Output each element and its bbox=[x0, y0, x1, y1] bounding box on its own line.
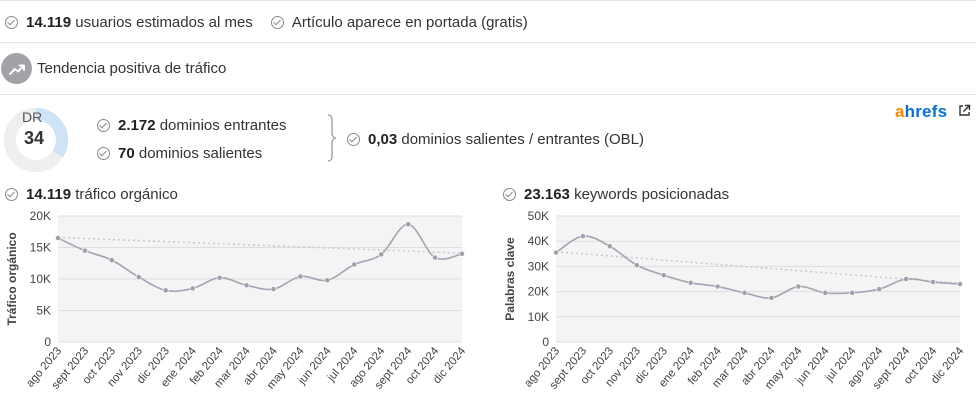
y-tick-label: 20K bbox=[30, 209, 51, 223]
outgoing-domains: 70 dominios salientes bbox=[97, 144, 357, 162]
divider bbox=[0, 42, 976, 43]
data-point bbox=[714, 283, 721, 290]
y-tick-label: 50K bbox=[528, 209, 549, 223]
dr-gauge bbox=[3, 107, 69, 173]
y-axis-label: Tráfico orgánico bbox=[5, 232, 19, 325]
ahrefs-logo[interactable]: ahrefs bbox=[895, 102, 947, 122]
data-point bbox=[324, 277, 331, 284]
data-point bbox=[580, 233, 586, 240]
data-point bbox=[378, 251, 385, 258]
obl-ratio: 0,03 dominios salientes / entrantes (OBL… bbox=[347, 130, 677, 148]
keywords-label: keywords posicionadas bbox=[574, 185, 730, 203]
data-point bbox=[270, 286, 277, 292]
check-circle-icon bbox=[97, 146, 110, 160]
dr-label: DR bbox=[22, 109, 43, 125]
data-point bbox=[687, 279, 694, 286]
traffic-label: tráfico orgánico bbox=[75, 185, 178, 203]
traffic-value: 14.119 bbox=[26, 185, 72, 203]
top-divider bbox=[0, 0, 976, 1]
series-line bbox=[57, 223, 463, 292]
ahrefs-logo-a: a bbox=[895, 102, 905, 121]
trend-line bbox=[57, 236, 463, 254]
users-estimate: 14.119 usuarios estimados al mes bbox=[26, 14, 253, 31]
brace-divider bbox=[327, 114, 337, 162]
users-value: 14.119 bbox=[26, 13, 72, 31]
y-tick-label: 10K bbox=[30, 272, 51, 286]
incoming-domains: 2.172 dominios entrantes bbox=[97, 116, 357, 134]
data-point bbox=[876, 286, 883, 292]
data-point bbox=[108, 257, 115, 263]
data-point bbox=[405, 221, 412, 228]
y-tick-label: 0 bbox=[44, 335, 51, 349]
y-tick-label: 10K bbox=[528, 310, 549, 324]
data-point bbox=[82, 247, 88, 254]
check-circle-icon bbox=[347, 132, 360, 146]
data-point bbox=[243, 282, 250, 289]
outgoing-value: 70 bbox=[118, 144, 135, 162]
data-point bbox=[606, 243, 613, 250]
ahrefs-logo-rest: hrefs bbox=[904, 102, 948, 121]
divider bbox=[0, 94, 976, 95]
series-line bbox=[555, 235, 961, 299]
traffic-header: 14.119 tráfico orgánico bbox=[5, 185, 305, 203]
data-point bbox=[553, 249, 559, 256]
data-point bbox=[432, 254, 438, 261]
data-point bbox=[903, 276, 910, 282]
data-point bbox=[633, 262, 640, 269]
keywords-header: 23.163 keywords posicionadas bbox=[503, 185, 803, 203]
plot-area bbox=[556, 216, 960, 342]
keywords-value: 23.163 bbox=[524, 185, 570, 203]
users-label: usuarios estimados al mes bbox=[75, 13, 253, 31]
data-point bbox=[849, 289, 856, 296]
y-axis-label: Palabras clave bbox=[503, 237, 517, 321]
check-circle-icon bbox=[97, 118, 110, 132]
incoming-value: 2.172 bbox=[118, 116, 156, 134]
trending-up-icon bbox=[1, 53, 32, 84]
stats-row: 14.119 usuarios estimados al mes Artícul… bbox=[0, 13, 976, 31]
outgoing-label: dominios salientes bbox=[138, 144, 263, 162]
y-tick-label: 15K bbox=[30, 241, 51, 255]
data-point bbox=[55, 235, 61, 241]
obl-value: 0,03 bbox=[368, 130, 398, 148]
incoming-label: dominios entrantes bbox=[159, 116, 287, 134]
y-tick-label: 30K bbox=[528, 259, 549, 273]
y-tick-label: 40K bbox=[528, 234, 549, 248]
dr-value: 34 bbox=[24, 128, 45, 148]
y-tick-label: 20K bbox=[528, 285, 549, 299]
data-point bbox=[930, 279, 936, 285]
check-circle-icon bbox=[270, 15, 284, 29]
trend-label: Tendencia positiva de tráfico bbox=[37, 60, 227, 77]
data-point bbox=[351, 261, 358, 268]
check-circle-icon bbox=[503, 187, 516, 201]
data-point bbox=[189, 285, 196, 292]
check-circle-icon bbox=[5, 15, 18, 29]
data-point bbox=[297, 273, 304, 280]
data-point bbox=[135, 274, 142, 281]
check-circle-icon bbox=[5, 187, 18, 201]
external-link-icon[interactable] bbox=[958, 104, 971, 117]
data-point bbox=[795, 283, 802, 290]
data-point bbox=[162, 287, 169, 294]
y-tick-label: 0 bbox=[542, 335, 549, 349]
data-point bbox=[459, 250, 465, 257]
data-point bbox=[957, 281, 963, 287]
data-point bbox=[216, 274, 223, 281]
portada-label: Artículo aparece en portada (gratis) bbox=[291, 13, 528, 31]
data-point bbox=[768, 295, 775, 301]
y-tick-label: 5K bbox=[36, 304, 51, 318]
obl-label: dominios salientes / entrantes (OBL) bbox=[401, 130, 644, 148]
data-point bbox=[822, 289, 829, 296]
data-point bbox=[741, 289, 748, 296]
data-point bbox=[660, 272, 667, 279]
